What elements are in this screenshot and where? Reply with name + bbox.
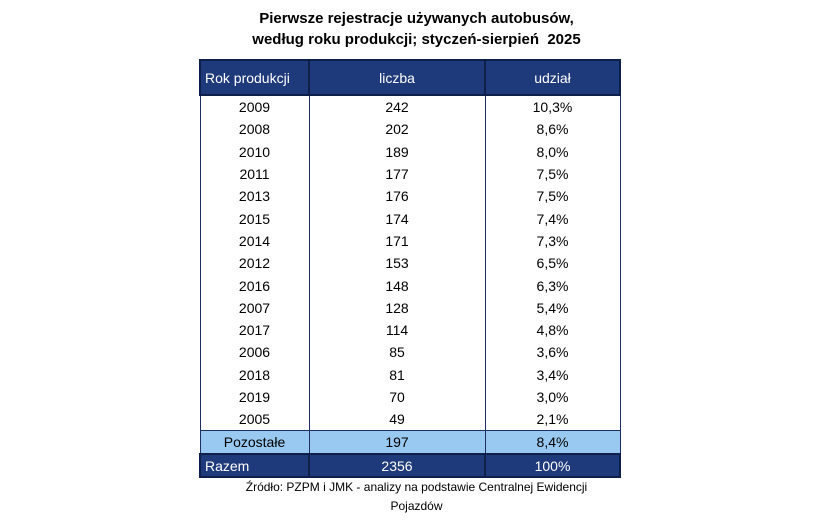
table-row: 2006 85 3,6% — [199, 341, 621, 364]
cell-count: 49 — [308, 408, 486, 431]
table-row: 2009 242 10,3% — [199, 95, 621, 119]
cell-count: 176 — [308, 185, 486, 208]
total-share: 100% — [484, 453, 621, 479]
table-body: 2009 242 10,3% 2008 202 8,6% 2010 189 8,0% 2011 17… — [199, 95, 621, 479]
cell-year: 2009 — [199, 95, 310, 119]
cell-count: 174 — [308, 207, 486, 230]
cell-share: 2,1% — [484, 408, 621, 431]
cell-share: 8,0% — [484, 140, 621, 163]
cell-share: 7,5% — [484, 185, 621, 208]
cell-share: 7,5% — [484, 162, 621, 186]
cell-count: 202 — [308, 118, 486, 141]
table-row: 2015 174 7,4% — [199, 207, 621, 230]
page-title: Pierwsze rejestracje używanych autobusów… — [0, 8, 833, 50]
cell-year: 2012 — [199, 252, 310, 275]
other-row: Pozostałe 197 8,4% — [199, 430, 621, 455]
cell-share: 8,6% — [484, 118, 621, 141]
cell-count: 189 — [308, 140, 486, 163]
table-row: 2008 202 8,6% — [199, 118, 621, 141]
other-count: 197 — [308, 430, 486, 455]
cell-count: 177 — [308, 162, 486, 186]
table-row: 2014 171 7,3% — [199, 229, 621, 253]
cell-share: 5,4% — [484, 296, 621, 319]
header-share: udział — [484, 59, 621, 96]
table-row: 2011 177 7,5% — [199, 162, 621, 186]
cell-share: 7,4% — [484, 207, 621, 230]
header-year: Rok produkcji — [199, 59, 310, 96]
source-line-2: Pojazdów — [390, 499, 443, 513]
cell-year: 2010 — [199, 140, 310, 163]
cell-year: 2019 — [199, 385, 310, 409]
cell-count: 85 — [308, 341, 486, 364]
cell-count: 171 — [308, 229, 486, 253]
cell-year: 2013 — [199, 185, 310, 208]
cell-count: 128 — [308, 296, 486, 319]
table-row: 2019 70 3,0% — [199, 385, 621, 409]
header-row: Rok produkcji liczba udział — [199, 59, 621, 96]
cell-share: 10,3% — [484, 95, 621, 119]
title-line-1: Pierwsze rejestracje używanych autobusów… — [259, 10, 574, 27]
cell-year: 2015 — [199, 207, 310, 230]
cell-year: 2006 — [199, 341, 310, 364]
table-row: 2007 128 5,4% — [199, 296, 621, 319]
cell-year: 2018 — [199, 363, 310, 386]
cell-share: 3,4% — [484, 363, 621, 386]
total-row: Razem 2356 100% — [199, 453, 621, 479]
cell-year: 2014 — [199, 229, 310, 253]
table-row: 2016 148 6,3% — [199, 274, 621, 297]
table-row: 2013 176 7,5% — [199, 185, 621, 208]
table-row: 2018 81 3,4% — [199, 363, 621, 386]
cell-count: 242 — [308, 95, 486, 119]
cell-year: 2011 — [199, 162, 310, 186]
source-line-1: Źródło: PZPM i JMK - analizy na podstawi… — [245, 480, 588, 494]
title-line-2: według roku produkcji; styczeń-sierpień … — [252, 31, 581, 48]
cell-count: 81 — [308, 363, 486, 386]
table-row: 2012 153 6,5% — [199, 252, 621, 275]
table-row: 2017 114 4,8% — [199, 318, 621, 342]
cell-year: 2017 — [199, 318, 310, 342]
cell-year: 2005 — [199, 408, 310, 431]
cell-share: 7,3% — [484, 229, 621, 253]
cell-share: 4,8% — [484, 318, 621, 342]
cell-count: 153 — [308, 252, 486, 275]
table-row: 2010 189 8,0% — [199, 140, 621, 163]
other-share: 8,4% — [484, 430, 621, 455]
table-header: Rok produkcji liczba udział — [199, 59, 621, 96]
registrations-table: Rok produkcji liczba udział 2009 242 10,3%… — [199, 59, 621, 479]
cell-year: 2008 — [199, 118, 310, 141]
other-label: Pozostałe — [199, 430, 310, 455]
cell-year: 2016 — [199, 274, 310, 297]
cell-share: 3,0% — [484, 385, 621, 409]
table-row: 2005 49 2,1% — [199, 408, 621, 431]
total-label: Razem — [199, 453, 310, 479]
cell-share: 6,5% — [484, 252, 621, 275]
cell-count: 148 — [308, 274, 486, 297]
cell-share: 6,3% — [484, 274, 621, 297]
header-count: liczba — [308, 59, 486, 96]
cell-year: 2007 — [199, 296, 310, 319]
cell-count: 70 — [308, 385, 486, 409]
cell-count: 114 — [308, 318, 486, 342]
cell-share: 3,6% — [484, 341, 621, 364]
source-note: Źródło: PZPM i JMK - analizy na podstawi… — [0, 478, 833, 516]
total-count: 2356 — [308, 453, 486, 479]
